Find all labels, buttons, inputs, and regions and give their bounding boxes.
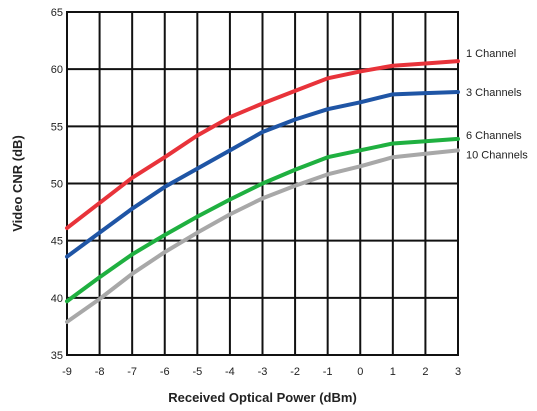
series-lines xyxy=(65,59,460,324)
series-line xyxy=(65,90,460,259)
x-tick-label: -3 xyxy=(258,366,268,378)
x-tick-label: -1 xyxy=(323,366,333,378)
x-tick-label: 0 xyxy=(357,366,363,378)
x-tick-label: 3 xyxy=(455,366,461,378)
x-tick-label: -5 xyxy=(192,366,202,378)
x-tick-label: -6 xyxy=(160,366,170,378)
y-tick-labels: 35 40 45 50 55 60 65 xyxy=(51,7,63,362)
y-axis-label: Video CNR (dB) xyxy=(10,135,25,232)
x-axis-label: Received Optical Power (dBm) xyxy=(168,390,357,405)
series-label: 1 Channel xyxy=(466,48,516,60)
x-tick-label: -7 xyxy=(127,366,137,378)
grid xyxy=(66,11,459,356)
series-line xyxy=(65,59,460,231)
y-tick-label: 60 xyxy=(51,64,63,76)
x-tick-labels: -9 -8 -7 -6 -5 -4 -3 -2 -1 0 1 2 3 xyxy=(62,366,461,378)
y-tick-label: 55 xyxy=(51,121,63,133)
series-label: 10 Channels xyxy=(466,149,528,161)
series-label: 3 Channels xyxy=(466,87,522,99)
y-tick-label: 50 xyxy=(51,179,63,191)
x-tick-label: 1 xyxy=(390,366,396,378)
x-tick-label: -2 xyxy=(290,366,300,378)
y-tick-label: 40 xyxy=(51,293,63,305)
x-tick-label: -4 xyxy=(225,366,235,378)
series-line xyxy=(65,148,460,324)
x-tick-label: 2 xyxy=(422,366,428,378)
series-labels: 1 Channel 3 Channels 6 Channels 10 Channels xyxy=(466,48,528,161)
series-label: 6 Channels xyxy=(466,130,522,142)
y-tick-label: 65 xyxy=(51,7,63,19)
x-tick-label: -8 xyxy=(95,366,105,378)
series-line xyxy=(65,136,460,304)
y-tick-label: 35 xyxy=(51,350,63,362)
x-tick-label: -9 xyxy=(62,366,72,378)
y-tick-label: 45 xyxy=(51,236,63,248)
